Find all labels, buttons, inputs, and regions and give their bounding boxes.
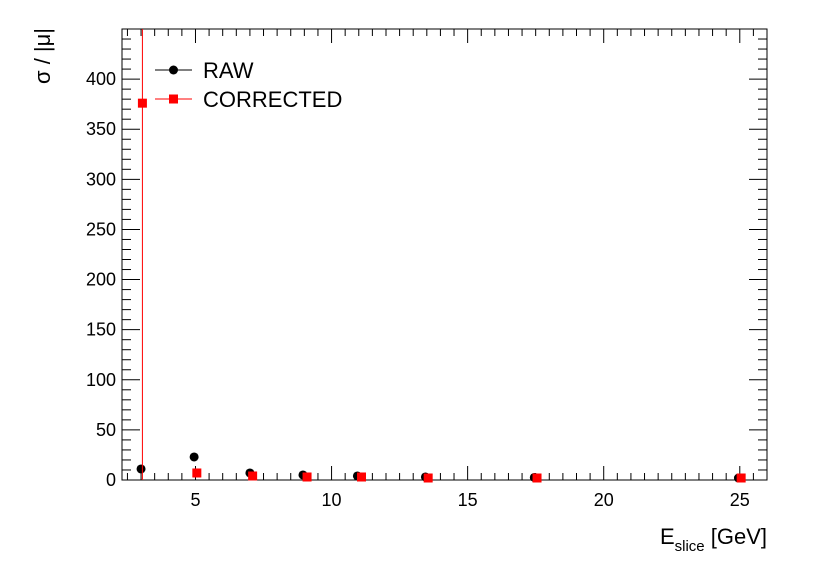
legend-label: RAW	[203, 58, 254, 83]
x-axis-title-subscript: slice	[675, 538, 705, 555]
x-axis-title-unit: [GeV]	[705, 524, 767, 549]
legend-marker	[169, 65, 178, 75]
data-point-corrected	[192, 468, 202, 478]
y-tick-label: 50	[96, 420, 116, 440]
plot-frame-layer	[121, 28, 768, 481]
y-tick-label: 100	[86, 370, 116, 390]
data-point-corrected	[532, 473, 542, 483]
data-point-raw	[189, 452, 199, 462]
legend-label: CORRECTED	[203, 87, 342, 112]
x-axis-title: Eslice [GeV]	[660, 524, 767, 555]
y-tick-label: 250	[86, 219, 116, 239]
plot-frame	[121, 28, 768, 481]
x-tick-label: 10	[322, 490, 342, 510]
data-point-corrected	[736, 473, 746, 483]
x-tick-label: 5	[190, 490, 200, 510]
data-layer	[136, 29, 746, 483]
y-tick-label: 150	[86, 320, 116, 340]
y-tick-label: 200	[86, 270, 116, 290]
legend-marker	[169, 94, 178, 104]
y-axis-title: σ / |μ|	[30, 28, 55, 84]
data-point-corrected	[356, 472, 366, 482]
y-tick-label: 300	[86, 169, 116, 189]
y-tick-label: 0	[106, 470, 116, 490]
data-point-corrected	[423, 473, 433, 483]
data-point-corrected	[302, 472, 312, 482]
x-tick-label: 25	[730, 490, 750, 510]
x-axis-title-main: E	[660, 524, 675, 549]
data-point-corrected	[137, 98, 147, 108]
y-tick-label: 350	[86, 119, 116, 139]
legend: RAW CORRECTED	[155, 58, 342, 112]
data-point-corrected	[248, 471, 258, 481]
y-tick-label: 400	[86, 69, 116, 89]
data-point-raw	[136, 464, 146, 474]
x-tick-label: 15	[458, 490, 478, 510]
x-tick-label: 20	[594, 490, 614, 510]
